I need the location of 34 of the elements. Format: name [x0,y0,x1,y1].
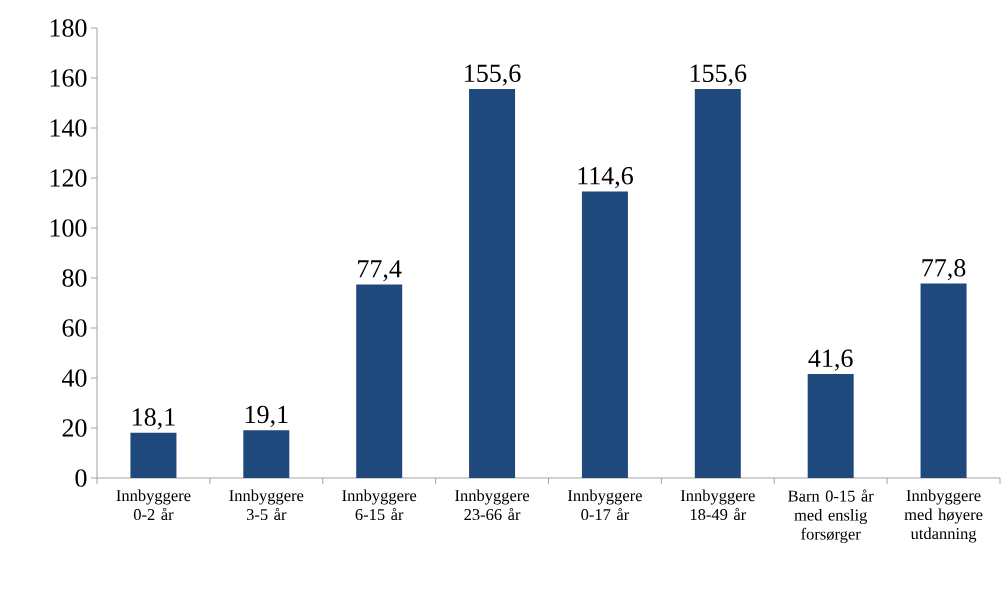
data-label: 114,6 [578,167,633,189]
y-tick-label: 0 [75,469,87,487]
bar [243,430,290,478]
y-tick-label: 40 [61,369,87,387]
bar [356,284,403,478]
bar [694,88,741,478]
y-tick-label: 120 [50,169,87,187]
y-tick-label: 160 [50,69,87,87]
data-label: 155,6 [690,64,747,86]
x-tick-label: Innbyggere 23-66 år [455,489,530,521]
x-tick-label: Innbyggere med høyere utdanning [904,489,983,543]
y-tick-label: 80 [62,269,87,287]
bar [469,88,516,478]
bar [807,373,854,478]
y-tick-label: 100 [50,219,87,237]
x-tick-label: Barn 0-15 år med enslig forsørger [788,489,874,544]
x-tick-label: Innbyggere 6-15 år [342,489,417,521]
x-tick-label: Innbyggere 18-49 år [680,489,755,521]
x-tick-label: Innbyggere 3-5 år [229,489,304,521]
bar [581,191,628,478]
data-label: 19,1 [245,405,288,428]
data-label: 18,1 [132,408,175,430]
data-label: 41,6 [808,349,853,371]
x-tick-label: Innbyggere 0-17 år [567,489,642,521]
y-tick-label: 140 [50,119,87,137]
y-tick-label: 60 [62,319,87,337]
bar [920,283,967,478]
bar [130,432,177,478]
data-label: 77,4 [358,260,402,282]
y-tick-label: 20 [62,419,87,437]
data-label: 155,6 [465,64,521,86]
x-tick-label: Innbyggere 0-2 år [116,489,191,521]
y-tick-label: 180 [50,19,87,37]
data-label: 77,8 [922,258,966,281]
